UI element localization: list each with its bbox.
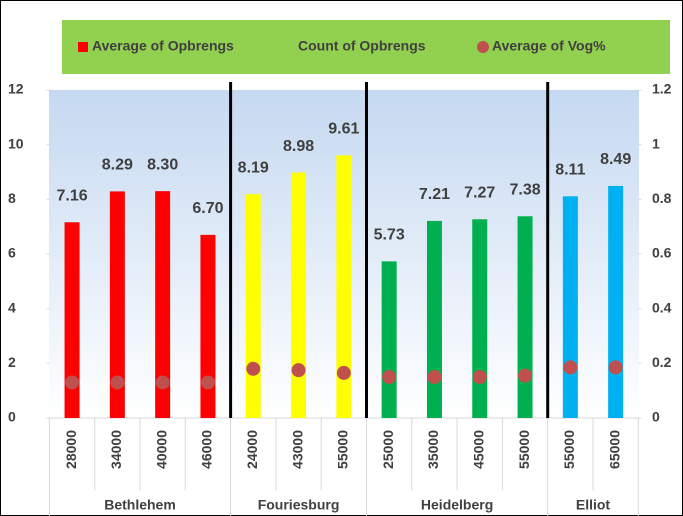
legend [62,20,670,74]
data-label: 6.70 [192,200,223,217]
bar [381,261,397,418]
y2-tick-label: 1 [652,135,660,151]
data-label: 8.98 [283,138,314,155]
bar [109,191,125,418]
x-tick-label: 43000 [289,430,305,469]
y-tick-label: 12 [8,81,24,97]
data-label: 7.27 [464,185,495,202]
y-tick-label: 4 [8,299,16,315]
dot [563,360,578,375]
bar [608,185,624,418]
y2-tick-label: 0.8 [652,190,672,206]
data-label: 7.21 [419,186,450,203]
dot [110,375,125,390]
group-label: Heidelberg [421,497,493,513]
y-tick-label: 8 [8,190,16,206]
bar [517,216,533,418]
data-label: 8.19 [238,159,269,176]
x-tick-label: 35000 [425,430,441,469]
bar [472,219,488,418]
data-label: 8.11 [555,162,585,179]
y-tick-label: 6 [8,245,16,261]
x-tick-label: 55000 [561,430,577,469]
x-tick-label: 55000 [335,430,351,469]
x-tick-label: 40000 [153,430,169,469]
data-label: 8.49 [600,151,631,168]
legend-label: Average of Opbrengs [92,38,234,54]
bar [64,222,80,418]
bar [291,172,307,418]
dot [518,368,533,383]
x-tick-label: 28000 [63,430,79,469]
x-tick-label: 34000 [108,430,124,469]
dot [427,370,442,384]
y-tick-label: 10 [8,135,24,151]
data-label: 5.73 [374,227,405,244]
dot [291,363,306,378]
dot [472,370,487,384]
group-label: Bethlehem [104,497,176,513]
dot [382,370,397,384]
dot [336,365,351,380]
legend-label: Count of Opbrengs [298,38,426,54]
x-tick-label: 45000 [470,430,486,469]
x-tick-label: 24000 [244,430,260,469]
x-tick-label: 55000 [516,430,532,469]
y2-tick-label: 0.2 [652,354,672,370]
y2-tick-label: 0.6 [652,245,672,261]
legend-marker [78,42,88,52]
legend-label: Average of Vog% [492,38,606,54]
bar [245,194,261,418]
x-tick-label: 46000 [199,430,215,469]
dot [246,361,261,376]
bar [336,155,352,418]
y-tick-label: 2 [8,354,16,370]
group-label: Elliot [576,497,611,513]
dot [155,375,170,390]
x-tick-label: 65000 [606,430,622,469]
legend-marker [477,41,489,53]
y2-tick-label: 1.2 [652,81,672,97]
y-tick-label: 0 [8,409,16,425]
group-label: Fouriesburg [258,497,340,513]
data-label: 7.16 [56,188,87,205]
dot [608,360,623,375]
data-label: 8.30 [147,156,178,173]
bar [155,191,171,418]
y2-tick-label: 0.4 [652,299,672,315]
dot [200,375,215,390]
bar [200,234,216,418]
data-label: 7.38 [509,181,540,198]
y2-tick-label: 0 [652,409,660,425]
x-tick-label: 25000 [380,430,396,469]
bar [562,196,578,418]
bar [426,220,442,418]
data-label: 8.29 [102,157,133,174]
dot [65,375,80,390]
data-label: 9.61 [328,121,359,138]
